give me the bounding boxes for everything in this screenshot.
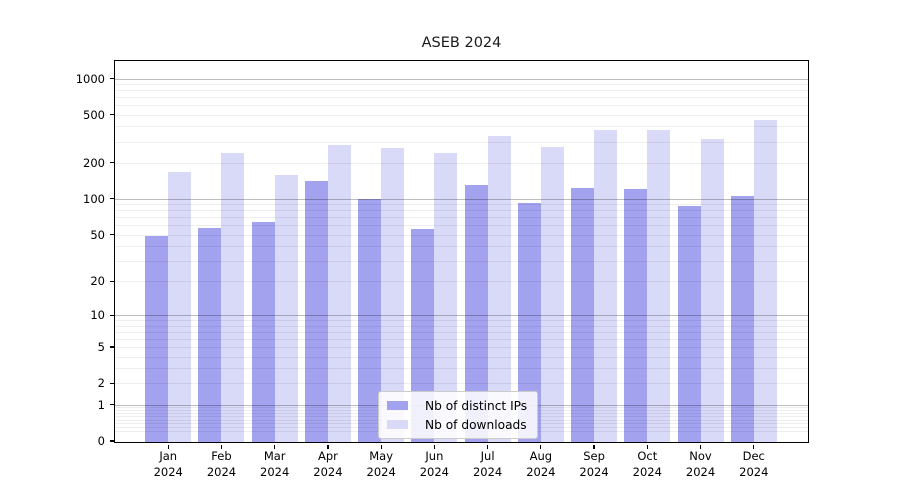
y-tick-label-10: 10: [90, 308, 105, 323]
y-tick-mark-0: [109, 440, 114, 442]
y-tick-mark-5: [109, 346, 114, 348]
bar-downloads-dec: [753, 120, 777, 442]
x-tick-label-mar: Mar 2024: [260, 449, 290, 479]
x-tick-label-jul: Jul 2024: [472, 449, 503, 479]
y-tick-label-500: 500: [83, 107, 105, 122]
legend-row-downloads: Nb of downloads: [387, 417, 527, 432]
bar-downloads-sep: [594, 129, 618, 442]
x-tick-mark-jan: [167, 445, 169, 449]
x-tick-mark-may: [380, 445, 382, 449]
x-tick-mark-oct: [646, 445, 648, 449]
gridline-minor-600: [115, 105, 808, 107]
x-tick-mark-sep: [593, 445, 595, 449]
bar-distinct-ips-jun: [411, 228, 435, 442]
y-tick-label-20: 20: [90, 274, 105, 289]
x-tick-mark-mar: [274, 445, 276, 449]
x-tick-mark-dec: [753, 445, 755, 449]
bar-downloads-aug: [540, 146, 564, 442]
x-tick-mark-aug: [540, 445, 542, 449]
legend-label-downloads: Nb of downloads: [425, 417, 527, 432]
bar-downloads-mar: [274, 174, 298, 442]
bar-distinct-ips-oct: [624, 189, 648, 442]
bar-downloads-jul: [487, 136, 511, 442]
legend-label-distinct-ips: Nb of distinct IPs: [425, 398, 528, 413]
bar-downloads-may: [381, 147, 405, 442]
gridline-minor-400: [115, 126, 808, 128]
y-tick-label-5: 5: [97, 339, 105, 354]
x-tick-label-jun: Jun 2024: [419, 449, 450, 479]
y-tick-label-2: 2: [97, 376, 105, 391]
bar-distinct-ips-aug: [517, 202, 541, 442]
bar-downloads-jun: [434, 153, 458, 442]
bar-downloads-nov: [700, 139, 724, 442]
chart-title: ASEB 2024: [421, 35, 502, 51]
bar-downloads-oct: [647, 129, 671, 442]
y-tick-label-0: 0: [97, 434, 105, 448]
y-tick-mark-50: [109, 234, 114, 236]
gridline-minor-800: [115, 90, 808, 92]
x-tick-label-oct: Oct 2024: [632, 449, 662, 479]
plot-area: 0 1 2 5 10 20 50 100 200 500 1000 Jan 2024 Feb 2024 Mar…: [76, 60, 809, 479]
legend-swatch-distinct-ips: [387, 401, 408, 410]
x-tick-label-feb: Feb 2024: [206, 449, 237, 479]
x-tick-label-may: May 2024: [366, 449, 396, 479]
y-tick-mark-500: [109, 114, 114, 116]
y-tick-mark-10: [109, 314, 114, 316]
bar-distinct-ips-nov: [677, 206, 701, 442]
legend-swatch-downloads: [387, 420, 408, 429]
gridline-minor-500: [115, 114, 808, 116]
bar-distinct-ips-jul: [464, 184, 488, 442]
bar-downloads-apr: [327, 144, 351, 442]
y-tick-mark-1: [109, 404, 114, 406]
x-tick-mark-jul: [487, 445, 489, 449]
y-tick-mark-200: [109, 162, 114, 164]
x-tick-label-aug: Aug 2024: [526, 449, 556, 479]
x-tick-mark-jun: [433, 445, 435, 449]
x-tick-label-dec: Dec 2024: [739, 449, 769, 479]
x-tick-label-sep: Sep 2024: [579, 449, 609, 479]
bar-distinct-ips-apr: [304, 180, 328, 442]
x-tick-label-jan: Jan 2024: [153, 449, 183, 479]
bar-distinct-ips-mar: [251, 222, 275, 442]
x-tick-label-apr: Apr 2024: [313, 449, 343, 479]
legend: Nb of distinct IPs Nb of downloads: [378, 391, 539, 439]
x-tick-mark-feb: [220, 445, 223, 449]
y-tick-label-200: 200: [83, 155, 105, 170]
x-tick-mark-nov: [699, 445, 702, 449]
x-tick-label-nov: Nov 2024: [685, 449, 716, 479]
gridline-major-1000: [115, 78, 808, 80]
y-tick-mark-100: [109, 198, 114, 200]
bar-distinct-ips-feb: [198, 228, 222, 442]
y-tick-mark-1000: [109, 77, 114, 80]
bar-downloads-feb: [221, 153, 245, 442]
y-tick-mark-2: [109, 382, 114, 384]
legend-row-distinct-ips: Nb of distinct IPs: [387, 398, 527, 413]
y-tick-label-1: 1: [97, 397, 105, 412]
x-tick-mark-apr: [327, 445, 329, 449]
bar-distinct-ips-sep: [571, 187, 595, 442]
plot-inner: 0 1 2 5 10 20 50 100 200 500 1000 Jan 2024 Feb 2024 Mar…: [76, 61, 808, 479]
gridline-minor-700: [115, 97, 808, 99]
bar-distinct-ips-jan: [145, 235, 169, 442]
y-tick-label-1000: 1000: [75, 71, 105, 86]
gridline-minor-900: [115, 84, 808, 86]
bar-downloads-jan: [168, 171, 192, 442]
bar-distinct-ips-dec: [730, 195, 754, 442]
y-tick-label-100: 100: [83, 191, 105, 206]
bar-distinct-ips-may: [358, 199, 382, 442]
y-tick-mark-20: [109, 280, 114, 282]
y-tick-label-50: 50: [90, 227, 105, 242]
